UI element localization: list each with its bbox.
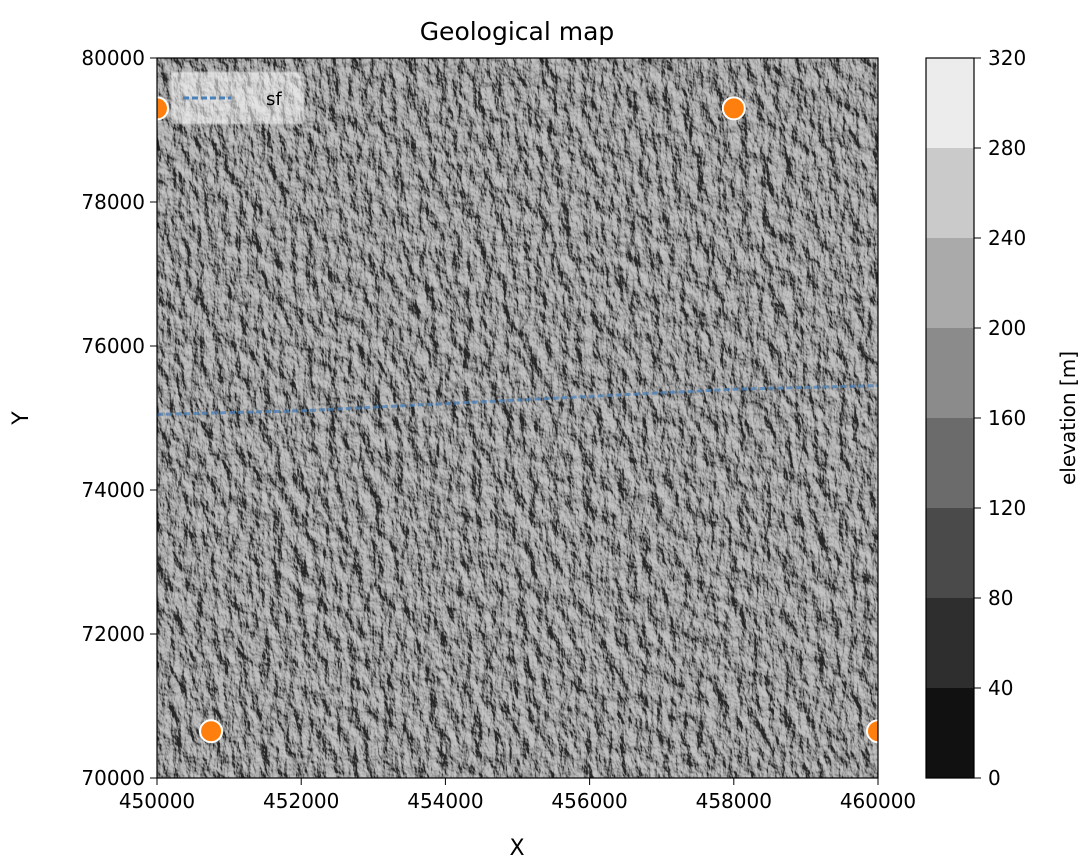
line bbox=[157, 384, 878, 416]
colorbar-tick-label: 200 bbox=[988, 316, 1026, 340]
colorbar-label: elevation [m] bbox=[1056, 351, 1080, 485]
colorbar-band bbox=[926, 688, 974, 778]
y-tick-label: 70000 bbox=[81, 766, 145, 790]
colorbar-tick-label: 120 bbox=[988, 496, 1026, 520]
y-tick-label: 72000 bbox=[81, 622, 145, 646]
colorbar-tick-label: 0 bbox=[988, 766, 1001, 790]
colorbar-tick-label: 320 bbox=[988, 46, 1026, 70]
colorbar-band bbox=[926, 418, 974, 508]
point bbox=[721, 96, 746, 121]
colorbar-band bbox=[926, 148, 974, 238]
colorbar-band bbox=[926, 58, 974, 148]
colorbar-tick-label: 240 bbox=[988, 226, 1026, 250]
point bbox=[157, 96, 169, 121]
x-tick-label: 454000 bbox=[407, 789, 483, 813]
colorbar-tick-label: 160 bbox=[988, 406, 1026, 430]
y-axis-label: Y bbox=[9, 411, 34, 426]
x-tick-label: 456000 bbox=[551, 789, 627, 813]
y-tick-label: 76000 bbox=[81, 334, 145, 358]
plot-area bbox=[157, 96, 878, 744]
legend-box bbox=[170, 71, 305, 125]
colorbar-band bbox=[926, 508, 974, 598]
colorbar-band bbox=[926, 598, 974, 688]
hillshade bbox=[157, 58, 878, 778]
x-tick-label: 452000 bbox=[263, 789, 339, 813]
y-tick-label: 78000 bbox=[81, 190, 145, 214]
x-tick-label: 458000 bbox=[696, 789, 772, 813]
chart-title: Geological map bbox=[420, 17, 615, 46]
plot-frame bbox=[156, 57, 879, 779]
colorbar-tick-label: 280 bbox=[988, 136, 1026, 160]
x-tick-label: 450000 bbox=[119, 789, 195, 813]
colorbar-band bbox=[926, 328, 974, 418]
point bbox=[199, 719, 224, 744]
colorbar-tick-label: 40 bbox=[988, 676, 1013, 700]
x-tick-label: 460000 bbox=[840, 789, 916, 813]
legend-label: sf bbox=[266, 89, 282, 110]
point bbox=[866, 719, 878, 744]
y-tick-label: 80000 bbox=[81, 46, 145, 70]
y-tick-label: 74000 bbox=[81, 478, 145, 502]
colorbar-band bbox=[926, 238, 974, 328]
x-axis-label: X bbox=[509, 836, 524, 861]
colorbar-tick-label: 80 bbox=[988, 586, 1013, 610]
